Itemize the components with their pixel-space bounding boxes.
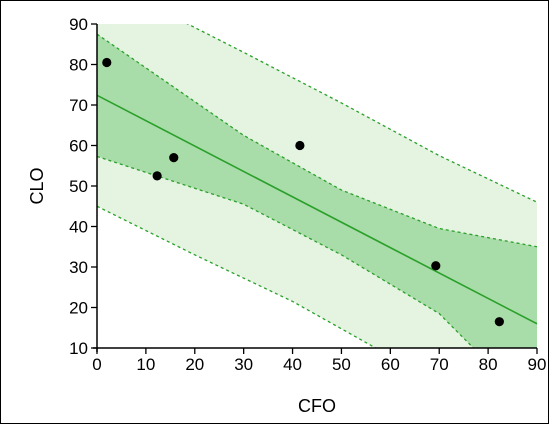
data-point-6 — [494, 317, 504, 327]
x-tick-label: 30 — [234, 355, 253, 374]
data-point-3 — [169, 153, 179, 163]
x-tick-label: 40 — [283, 355, 302, 374]
y-tick-label: 60 — [69, 137, 88, 156]
y-tick-label: 50 — [69, 177, 88, 196]
data-point-4 — [295, 140, 305, 151]
x-tick-label: 80 — [479, 355, 498, 374]
x-tick-label: 60 — [381, 355, 400, 374]
prediction-band-lower — [97, 205, 376, 348]
y-tick-label: 90 — [69, 15, 88, 34]
fit-line — [97, 94, 537, 325]
data-point-5 — [431, 261, 441, 271]
x-tick-label: 70 — [430, 355, 449, 374]
x-tick-label: 20 — [185, 355, 204, 374]
y-tick-label: 80 — [69, 56, 88, 75]
y-axis-title: CLO — [27, 167, 47, 204]
confidence-band — [97, 34, 537, 348]
confidence-band-lower — [97, 155, 474, 348]
x-tick-label: 50 — [332, 355, 351, 374]
y-tick-label: 70 — [69, 96, 88, 115]
data-point-1 — [102, 57, 112, 68]
y-tick-label: 20 — [69, 299, 88, 318]
data-point-2 — [152, 171, 162, 181]
x-tick-label: 10 — [136, 355, 155, 374]
y-tick-label: 10 — [69, 339, 88, 358]
y-tick-label: 40 — [69, 218, 88, 237]
x-axis-title: CFO — [298, 396, 336, 416]
x-tick-label: 0 — [92, 355, 101, 374]
y-tick-label: 30 — [69, 258, 88, 277]
x-tick-label: 90 — [528, 355, 547, 374]
confidence-band-upper — [97, 33, 537, 248]
